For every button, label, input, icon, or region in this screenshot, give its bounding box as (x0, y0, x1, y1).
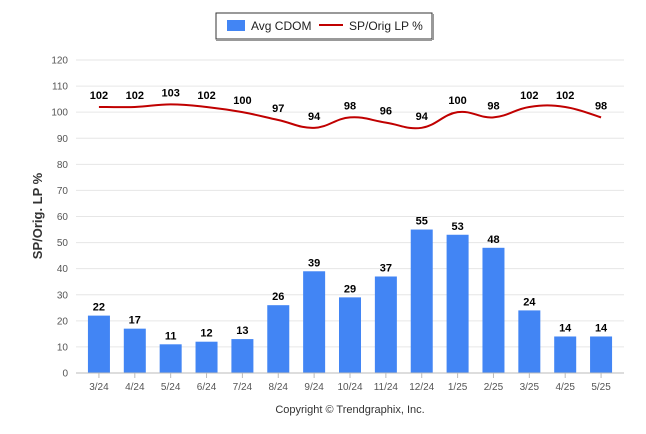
legend-swatch-avg-cdom (227, 20, 245, 31)
x-tick-label: 5/24 (161, 382, 181, 393)
x-tick-label: 1/25 (448, 382, 468, 393)
bar (159, 344, 182, 373)
y-tick-label: 30 (57, 290, 69, 301)
bar-value-label: 13 (236, 325, 248, 337)
line-value-label: 94 (308, 111, 321, 123)
axes: 0 10 20 30 40 50 60 70 80 90 100 110 120 3/24 4/24 5/24… (51, 56, 624, 393)
bar (87, 315, 110, 373)
bar (231, 339, 254, 373)
bar (339, 297, 361, 373)
line-value-label: 102 (90, 90, 108, 102)
line-value-label: 102 (556, 90, 574, 102)
bar-value-label: 55 (416, 216, 428, 228)
y-tick-label: 50 (57, 238, 69, 249)
y-tick-label: 80 (57, 160, 69, 171)
line-value-label: 98 (344, 100, 356, 112)
x-tick-label: 8/24 (269, 382, 289, 393)
bar (195, 341, 218, 373)
y-tick-label: 0 (62, 369, 68, 380)
bar (303, 271, 326, 373)
line-value-label: 98 (595, 100, 607, 112)
line-value-label: 98 (487, 100, 499, 112)
line-value-label: 103 (161, 87, 179, 99)
line-series-sp-orig-lp (98, 103, 602, 130)
y-tick-label: 40 (57, 264, 69, 275)
bar (590, 336, 613, 373)
data-labels: 22 17 11 12 13 26 39 29 37 55 53 48 24 14 14 102 102 103 1… (90, 87, 608, 342)
x-tick-label: 4/25 (555, 382, 575, 393)
bar (482, 247, 505, 373)
y-axis-title: SP/Orig. LP % (30, 172, 45, 259)
x-tick-label: 2/25 (484, 382, 504, 393)
bar-value-label: 12 (200, 328, 212, 340)
bar-value-label: 29 (344, 283, 356, 295)
bar (446, 234, 469, 373)
bar (267, 305, 290, 373)
y-tick-label: 120 (51, 56, 68, 67)
y-tick-label: 110 (52, 82, 68, 93)
bar (410, 229, 433, 373)
y-tick-label: 20 (57, 316, 69, 327)
bar (518, 310, 541, 373)
x-tick-label: 4/24 (125, 382, 145, 393)
line-value-label: 96 (380, 106, 392, 118)
y-tick-label: 100 (51, 108, 68, 119)
legend-label-avg-cdom: Avg CDOM (251, 19, 311, 33)
bar-value-label: 48 (487, 234, 499, 246)
bar (554, 336, 577, 373)
bar-value-label: 11 (165, 330, 177, 342)
bar-value-label: 24 (523, 296, 536, 308)
bar-series-avg-cdom (87, 229, 613, 373)
bar (374, 276, 397, 373)
x-tick-label: 9/24 (304, 382, 324, 393)
bar-value-label: 53 (451, 221, 463, 233)
line-value-label: 102 (197, 90, 215, 102)
legend-label-sp-orig-lp: SP/Orig LP % (349, 19, 423, 33)
y-tick-label: 10 (57, 342, 69, 353)
legend: Avg CDOM SP/Orig LP % (215, 12, 434, 41)
bar-value-label: 22 (93, 302, 105, 314)
y-tick-label: 90 (57, 134, 69, 145)
line-value-label: 102 (126, 90, 144, 102)
line-value-label: 102 (520, 90, 538, 102)
x-tick-label: 7/24 (233, 382, 253, 393)
x-tick-label: 3/24 (89, 382, 109, 393)
x-tick-label: 12/24 (409, 382, 434, 393)
x-tick-label: 6/24 (197, 382, 217, 393)
line-value-label: 100 (448, 95, 466, 107)
bar-value-label: 14 (559, 322, 572, 334)
x-tick-label: 10/24 (337, 382, 362, 393)
bar-value-label: 14 (595, 322, 608, 334)
bar (123, 328, 146, 373)
line-value-label: 97 (272, 103, 284, 115)
bar-value-label: 17 (129, 315, 141, 327)
bar-value-label: 26 (272, 291, 284, 303)
line-value-label: 94 (416, 111, 429, 123)
x-tick-label: 3/25 (520, 382, 540, 393)
line-value-label: 100 (233, 95, 251, 107)
y-tick-label: 60 (57, 212, 69, 223)
y-tick-label: 70 (57, 186, 69, 197)
copyright-footer: Copyright © Trendgraphix, Inc. (275, 404, 424, 416)
bar-value-label: 39 (308, 257, 320, 269)
gridlines (76, 59, 624, 348)
x-tick-label: 11/24 (374, 382, 399, 393)
x-tick-label: 5/25 (591, 382, 611, 393)
bar-value-label: 37 (380, 262, 392, 274)
line-path (98, 103, 602, 130)
